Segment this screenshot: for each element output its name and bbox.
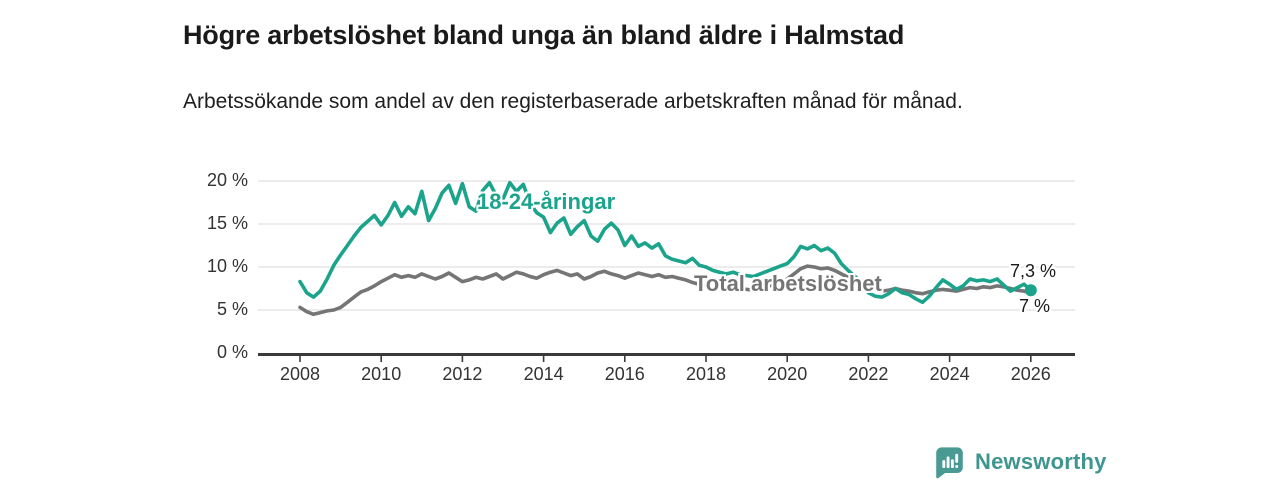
- y-tick-label: 5 %: [216, 299, 248, 319]
- end-value-label-young: 7,3 %: [1010, 261, 1057, 281]
- series-path: [298, 180, 1033, 305]
- end-value-label-total: 7 %: [1019, 296, 1051, 316]
- x-axis-ticks: [299, 355, 1032, 362]
- chart-subtitle: Arbetssökande som andel av den registerb…: [183, 90, 963, 113]
- series-label: 18-24-åringar: [477, 189, 616, 214]
- y-tick-label: 0 %: [216, 342, 248, 362]
- chart-title: Högre arbetslöshet bland unga än bland ä…: [183, 20, 905, 51]
- series-path: [298, 264, 1033, 317]
- series-label: Total arbetslöshet: [694, 271, 882, 296]
- y-tick-label: 10 %: [206, 256, 248, 276]
- x-tick-label: 2018: [685, 364, 727, 384]
- x-tick-label: 2024: [929, 364, 970, 384]
- newsworthy-logo-icon: [936, 447, 963, 479]
- x-tick-label: 2022: [848, 364, 889, 384]
- y-tick-label: 15 %: [206, 213, 248, 233]
- x-tick-label: 2012: [442, 364, 483, 384]
- brand-name: Newsworthy: [975, 449, 1107, 474]
- newsworthy-brand-link[interactable]: Newsworthy: [933, 445, 1107, 479]
- x-tick-label: 2026: [1010, 364, 1051, 384]
- series-end-dot: [1024, 284, 1037, 297]
- x-tick-label: 2016: [604, 364, 645, 384]
- y-tick-label: 20 %: [206, 170, 248, 190]
- x-tick-label: 2020: [767, 364, 808, 384]
- x-tick-label: 2008: [279, 364, 321, 384]
- gridlines: [258, 180, 1075, 311]
- x-tick-label: 2014: [523, 364, 564, 384]
- x-tick-label: 2010: [361, 364, 402, 384]
